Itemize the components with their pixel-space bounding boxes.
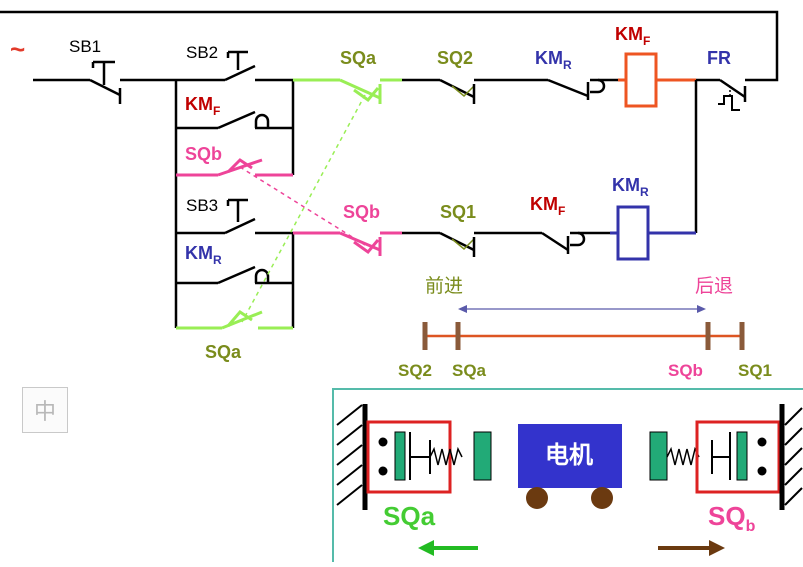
top-km-r-label: KMR bbox=[535, 48, 572, 72]
km-r-coil bbox=[610, 205, 696, 261]
track-sqa-label: SQa bbox=[452, 361, 487, 380]
sqb-branch-contact bbox=[176, 158, 293, 177]
bottom-km-f-interlock bbox=[530, 231, 615, 254]
coil-km-r-label: KMR bbox=[612, 175, 649, 199]
coil-km-f-label: KMF bbox=[615, 24, 650, 48]
ime-indicator[interactable]: 中 bbox=[22, 387, 68, 433]
right-limit-switch bbox=[649, 420, 781, 494]
fr-label: FR bbox=[707, 48, 731, 68]
start-forward-block bbox=[176, 50, 293, 130]
bottom-sqb-contact bbox=[293, 231, 402, 256]
sqa-branch-contact bbox=[176, 310, 293, 330]
backward-label: 后退 bbox=[695, 275, 733, 297]
track-sq2-label: SQ2 bbox=[398, 361, 432, 380]
right-wall bbox=[779, 404, 803, 510]
power-symbol: ~ bbox=[10, 34, 25, 64]
km-r-hold-label: KMR bbox=[185, 243, 222, 267]
track-sq1-label: SQ1 bbox=[738, 361, 772, 380]
top-sqa-contact bbox=[293, 78, 402, 104]
sqa-branch-label: SQa bbox=[205, 342, 242, 362]
left-wall bbox=[336, 404, 368, 510]
left-limit-switch bbox=[366, 420, 492, 494]
travel-arrow bbox=[458, 305, 706, 313]
right-switch-label: SQb bbox=[708, 501, 756, 535]
top-km-r-interlock bbox=[530, 78, 618, 100]
bottom-km-f-label: KMF bbox=[530, 194, 565, 218]
km-f-coil bbox=[618, 52, 696, 108]
track-sqb-label: SQb bbox=[668, 361, 703, 380]
top-sq2-label: SQ2 bbox=[437, 48, 473, 68]
right-direction-arrow bbox=[658, 540, 725, 556]
bottom-sqb-label: SQb bbox=[343, 202, 380, 222]
sb1-label: SB1 bbox=[69, 37, 101, 56]
power-wires bbox=[0, 10, 779, 328]
sqb-branch-label: SQb bbox=[185, 144, 222, 164]
left-direction-arrow bbox=[418, 540, 478, 556]
sb3-label: SB3 bbox=[186, 196, 218, 215]
left-switch-label: SQa bbox=[383, 501, 436, 531]
sqb-linkage-dashed bbox=[239, 166, 366, 246]
sb2-label: SB2 bbox=[186, 43, 218, 62]
top-sqa-label: SQa bbox=[340, 48, 377, 68]
sb1-switch bbox=[89, 60, 122, 104]
start-reverse-block bbox=[176, 198, 293, 285]
track-line bbox=[422, 322, 745, 350]
bottom-sq1-contact bbox=[402, 231, 530, 257]
bottom-sq1-label: SQ1 bbox=[440, 202, 476, 222]
motor-label: 电机 bbox=[545, 442, 593, 469]
forward-label: 前进 bbox=[425, 275, 463, 297]
sqa-linkage-dashed bbox=[241, 94, 366, 323]
km-f-hold-label: KMF bbox=[185, 94, 220, 118]
fr-contact bbox=[696, 78, 755, 111]
top-sq2-contact bbox=[402, 78, 530, 104]
motor-cart bbox=[518, 424, 622, 509]
